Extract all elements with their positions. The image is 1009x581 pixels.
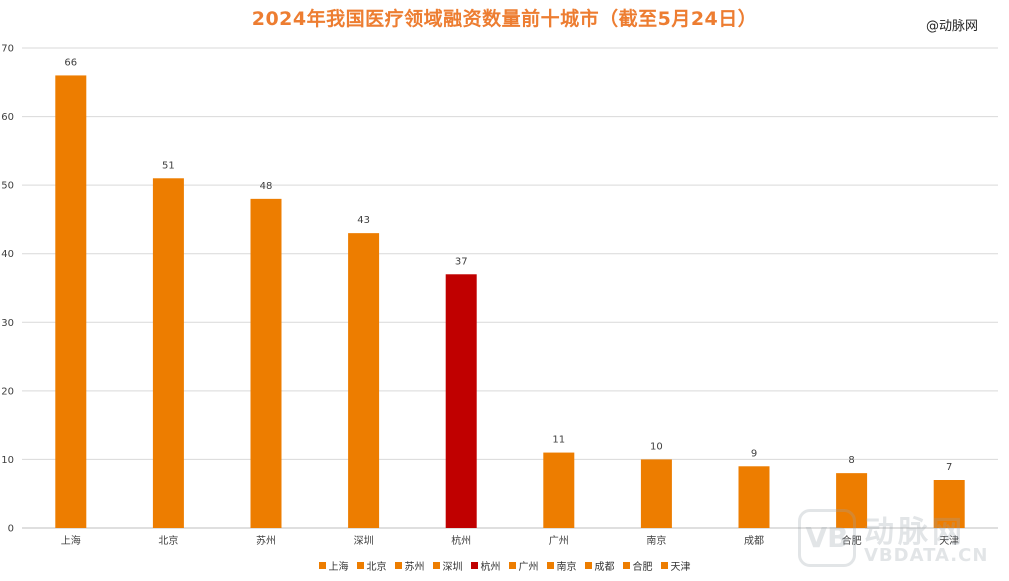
legend-swatch [622,562,630,569]
legend-item: 上海 [318,558,349,573]
legend-swatch [432,562,440,569]
legend-label: 北京 [366,562,387,573]
data-label: 9 [751,448,757,459]
bar-4 [348,233,380,528]
x-tick-label: 合肥 [842,534,862,547]
legend-item: 深圳 [432,558,463,573]
legend-swatch [318,562,326,569]
x-axis-ticks: 上海 北京 苏州 深圳 杭州 广州 南京 成都 合肥 天津 [61,534,959,547]
x-tick-label: 上海 [61,534,81,547]
legend-item: 苏州 [394,558,425,573]
x-tick-label: 北京 [158,534,178,547]
logo-domain: VBDATA.CN [864,545,989,566]
y-tick-label: 50 [1,181,14,192]
chart-title: 2024年我国医疗领域融资数量前十城市（截至5月24日） [251,8,758,30]
legend-swatch [394,562,402,569]
bar-7 [640,459,672,528]
y-tick-label: 20 [1,386,14,397]
legend-label: 苏州 [404,562,425,573]
legend-swatch [356,562,364,569]
legend-swatch [508,562,516,569]
legend-item: 南京 [546,558,577,573]
legend-label: 深圳 [442,562,463,573]
y-tick-label: 0 [8,524,14,535]
gridlines [22,47,998,529]
y-tick-label: 40 [1,249,14,260]
legend-swatch [546,562,554,569]
legend-swatch [584,562,592,569]
vb-logo-icon: VB [798,509,856,567]
legend: 上海 北京 苏州 深圳 杭州 广州 南京 成都 合肥 天津 [0,558,1009,573]
data-label: 10 [650,441,663,452]
legend-label: 天津 [670,562,691,573]
x-tick-label: 成都 [744,535,764,547]
bar-6 [543,452,575,528]
data-label: 48 [260,181,273,192]
legend-label: 上海 [328,562,349,573]
legend-label: 成都 [594,562,615,573]
x-tick-label: 广州 [549,535,569,547]
data-label: 11 [552,435,565,446]
data-label: 8 [848,455,854,466]
bars [55,75,965,529]
legend-item: 成都 [584,558,615,573]
y-tick-label: 30 [1,318,14,329]
legend-item: 杭州 [470,558,501,573]
x-tick-label: 南京 [646,534,666,547]
y-axis-ticks: 0 10 20 30 40 50 60 70 [1,44,14,535]
legend-label: 广州 [518,562,539,573]
legend-label: 杭州 [480,562,501,573]
bar-2 [152,178,184,529]
x-tick-label: 深圳 [354,535,374,547]
legend-item: 合肥 [622,558,653,573]
vbdata-logo-watermark: VB 动脉网 VBDATA.CN [798,509,998,569]
y-tick-label: 10 [1,455,14,466]
data-label: 7 [946,462,952,473]
bar-5 [445,274,477,528]
legend-swatch [470,562,478,569]
watermark-text: @动脉网 [926,19,979,34]
legend-label: 南京 [556,562,577,573]
y-tick-label: 70 [1,44,14,55]
data-label: 51 [162,160,175,171]
legend-item: 北京 [356,558,387,573]
data-label: 37 [455,256,468,267]
legend-label: 合肥 [632,562,653,573]
data-label: 66 [64,57,77,68]
bar-1 [55,75,87,528]
logo-text: 动脉网 [864,515,966,550]
data-labels: 66 51 48 43 37 11 10 9 8 7 [64,57,952,473]
bar-10 [933,480,965,528]
legend-swatch [660,562,668,569]
data-label: 43 [357,215,370,226]
bar-3 [250,198,282,528]
x-tick-label: 苏州 [256,534,276,547]
bar-8 [738,466,770,528]
x-tick-label: 天津 [939,535,959,547]
legend-item: 广州 [508,558,539,573]
x-tick-label: 杭州 [451,534,471,547]
y-tick-label: 60 [1,112,14,123]
legend-item: 天津 [660,558,691,573]
